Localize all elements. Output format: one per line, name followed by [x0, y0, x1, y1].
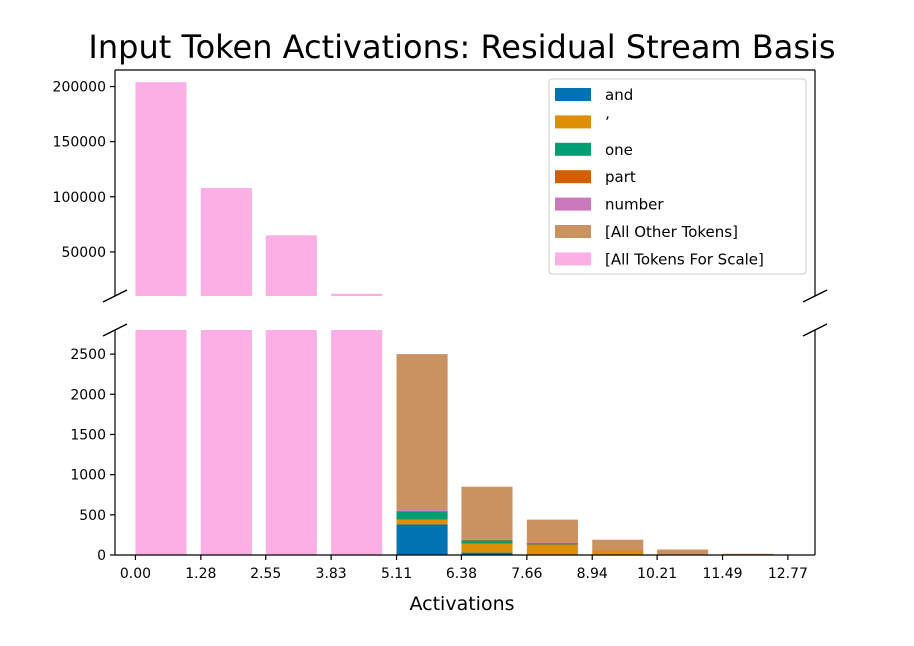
upper-yticks-tick-label-1: 100000 [53, 190, 106, 206]
bar-upper-6-3 [331, 293, 383, 296]
bar-lower-4-5 [461, 538, 513, 540]
lower-yticks-tick-label-5: 2500 [70, 347, 106, 363]
upper-yticks-tick-label-0: 50000 [61, 245, 106, 261]
x-axis: 0.00 1.28 2.55 3.83 5.11 6.38 7.66 8.94 10.21 11.… [120, 555, 808, 582]
bar-lower-3-5 [461, 539, 513, 541]
bar-lower-5-4 [396, 354, 448, 510]
bar-lower-5-6 [526, 519, 578, 543]
legend-label-2: one [605, 141, 633, 159]
bar-lower-5-8 [657, 549, 709, 555]
lower-yticks-tick-label-3: 1500 [70, 427, 106, 443]
bar-lower-1-7 [592, 550, 644, 555]
x-tick-label-10: 12.77 [768, 566, 808, 582]
x-tick-label-9: 11.49 [702, 566, 742, 582]
bar-lower-1-5 [461, 543, 513, 553]
upper-yticks-tick-label-3: 200000 [53, 80, 106, 96]
legend-swatch-5 [555, 225, 591, 238]
bar-lower-6-0 [135, 330, 187, 555]
bar-upper-6-1 [200, 187, 252, 296]
upper-panel-bars [135, 82, 383, 296]
legend-swatch-2 [555, 142, 591, 156]
legend-frame [548, 78, 807, 275]
legend-label-6: [All Tokens For Scale] [605, 250, 764, 268]
bar-lower-6-3 [331, 330, 383, 555]
upper-yticks-tick-label-2: 150000 [53, 135, 106, 151]
x-tick-label-1: 1.28 [185, 566, 216, 582]
bar-lower-1-4 [396, 519, 448, 525]
x-axis-label: Activations [409, 593, 514, 615]
legend-swatch-0 [555, 88, 591, 101]
legend-label-3: part [605, 168, 636, 186]
lower-yticks-tick-label-1: 500 [79, 508, 106, 524]
legend: and ’ one part number [All Other Tokens] [All … [548, 78, 807, 275]
chart-title: Input Token Activations: Residual Stream… [88, 28, 835, 66]
bar-lower-4-4 [396, 510, 448, 511]
legend-label-4: number [605, 196, 664, 214]
upper-panel-frame [114, 69, 816, 296]
x-tick-label-8: 10.21 [637, 566, 677, 582]
bar-lower-2-4 [396, 511, 448, 520]
bar-lower-6-2 [265, 330, 317, 555]
x-tick-label-5: 6.38 [446, 566, 477, 582]
x-tick-label-6: 7.66 [511, 566, 542, 582]
bar-lower-0-5 [461, 552, 513, 555]
bar-lower-6-1 [200, 330, 252, 555]
bar-lower-3-6 [526, 542, 578, 545]
lower-yticks-tick-label-0: 0 [97, 548, 106, 564]
x-tick-label-3: 3.83 [316, 566, 347, 582]
bar-lower-5-5 [461, 486, 513, 539]
axis-break-marks [102, 289, 828, 337]
bar-lower-0-4 [396, 524, 448, 555]
bar-lower-5-9 [722, 553, 774, 555]
legend-swatch-1 [555, 115, 591, 129]
legend-label-1: ’ [605, 113, 610, 131]
lower-yticks-tick-label-4: 2000 [70, 387, 106, 403]
bar-lower-1-6 [526, 544, 578, 555]
legend-swatch-3 [555, 170, 591, 184]
legend-swatch-6 [555, 252, 591, 266]
legend-label-0: and [605, 86, 633, 104]
legend-items: and ’ one part number [All Other Tokens] [All … [555, 86, 764, 268]
bar-lower-3-4 [396, 510, 448, 512]
bar-lower-5-7 [592, 539, 644, 551]
upper-y-axis: 50000 100000 150000 200000 [53, 80, 115, 261]
legend-swatch-4 [555, 197, 591, 211]
lower-panel-frame [114, 330, 816, 556]
lower-panel-bars [135, 330, 774, 555]
bar-upper-6-0 [135, 82, 187, 296]
lower-yticks-tick-label-2: 1000 [70, 468, 106, 484]
x-tick-label-7: 8.94 [577, 566, 608, 582]
x-tick-label-0: 0.00 [120, 566, 151, 582]
bar-lower-2-5 [461, 540, 513, 544]
x-tick-label-2: 2.55 [250, 566, 281, 582]
bar-upper-6-2 [265, 235, 317, 296]
lower-y-axis: 0 500 1000 1500 2000 2500 [70, 347, 115, 564]
x-tick-label-4: 5.11 [381, 566, 412, 582]
legend-label-5: [All Other Tokens] [605, 223, 738, 241]
